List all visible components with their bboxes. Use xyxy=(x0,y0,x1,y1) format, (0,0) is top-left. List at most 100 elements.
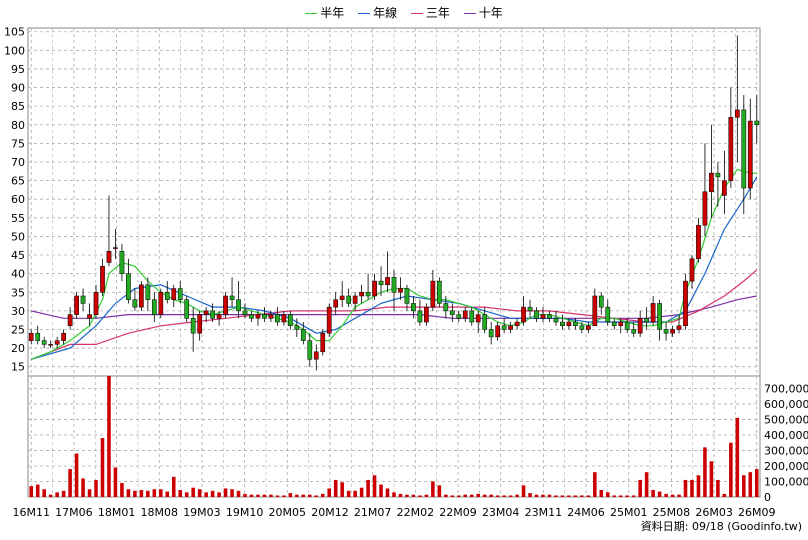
candle-up xyxy=(197,314,203,334)
candle-up xyxy=(223,295,228,315)
volume-bar xyxy=(314,495,319,497)
x-tick-label: 21M07 xyxy=(354,506,392,519)
candle-down xyxy=(184,299,190,319)
candle-down xyxy=(573,321,578,327)
candle-up xyxy=(255,314,261,319)
volume-bar xyxy=(197,489,202,497)
volume-bar xyxy=(625,495,629,497)
candle-up xyxy=(462,310,468,319)
volume-bar xyxy=(605,492,610,497)
legend-item-three-year: 三年 xyxy=(410,4,450,21)
candle-up xyxy=(113,247,118,249)
candle-up xyxy=(696,225,701,260)
volume-bar xyxy=(677,494,681,497)
legend-label: 十年 xyxy=(478,6,503,20)
volume-bar xyxy=(152,489,157,497)
candle-down xyxy=(598,295,604,308)
candle-up xyxy=(216,314,222,319)
candle-down xyxy=(236,299,241,312)
candle-down xyxy=(262,314,267,319)
volume-bar xyxy=(133,490,137,497)
volume-bar xyxy=(418,495,422,497)
candle-down xyxy=(436,280,442,304)
candle-up xyxy=(747,120,753,189)
volume-bar xyxy=(735,417,740,497)
volume-bar xyxy=(515,494,519,497)
price-tick-label: 80 xyxy=(11,119,25,132)
candle-down xyxy=(482,314,488,330)
candle-down xyxy=(126,273,131,300)
volume-bar xyxy=(508,495,513,497)
candle-down xyxy=(754,120,760,126)
candle-down xyxy=(411,303,416,312)
candle-down xyxy=(35,332,41,341)
candle-up xyxy=(592,295,598,327)
volume-bar xyxy=(411,494,416,497)
candle-down xyxy=(80,295,86,304)
data-date-source: 資料日期: 09/18 (Goodinfo.tw) xyxy=(640,520,802,533)
volume-bar xyxy=(210,490,215,497)
volume-bar xyxy=(100,438,105,497)
volume-bar xyxy=(567,495,571,497)
volume-bar xyxy=(191,487,195,497)
x-tick-label: 25M01 xyxy=(610,506,648,519)
candle-up xyxy=(734,109,740,118)
candle-down xyxy=(624,321,630,330)
price-tick-label: 105 xyxy=(4,26,25,39)
volume-bar xyxy=(353,490,357,497)
price-tick-label: 95 xyxy=(11,63,25,76)
volume-bar xyxy=(262,494,267,497)
axes: 16M11 17M06 18M01 18M08 19M03 19M10 20M05 20M12… xyxy=(4,26,808,519)
grid xyxy=(27,27,761,498)
candle-up xyxy=(333,299,339,308)
candle-up xyxy=(585,325,591,330)
volume-bar xyxy=(359,487,364,497)
x-tick-label: 26M03 xyxy=(695,506,733,519)
volume-bar xyxy=(249,494,254,497)
price-tick-label: 30 xyxy=(11,305,25,318)
volume-bar xyxy=(55,492,59,497)
volume-bars xyxy=(29,376,759,497)
volume-bar xyxy=(243,493,247,497)
candle-down xyxy=(579,325,585,330)
volume-bar xyxy=(456,495,461,497)
candle-up xyxy=(139,284,144,308)
volume-bar xyxy=(333,479,338,497)
volume-bar xyxy=(94,479,98,497)
volume-bar xyxy=(450,495,455,497)
candle-up xyxy=(508,325,513,330)
candle-up xyxy=(93,292,99,315)
candle-up xyxy=(87,314,92,319)
volume-bar xyxy=(346,490,351,497)
price-tick-label: 35 xyxy=(11,286,25,299)
candle-up xyxy=(676,325,682,330)
volume-bar xyxy=(68,469,72,497)
candle-down xyxy=(715,172,721,178)
volume-bar xyxy=(288,493,293,497)
volume-bar xyxy=(534,494,539,497)
candle-down xyxy=(229,295,235,300)
volume-bar xyxy=(139,490,144,497)
candle-down xyxy=(378,280,384,286)
volume-bar xyxy=(61,490,66,497)
volume-bar xyxy=(230,489,234,497)
volume-bar xyxy=(573,495,578,497)
volume-bar xyxy=(476,493,480,497)
candle-down xyxy=(663,329,669,334)
chart-legend: 半年 年線 三年 十年 xyxy=(0,4,808,21)
volume-bar xyxy=(748,472,753,497)
volume-bar xyxy=(42,489,46,497)
candle-up xyxy=(566,321,572,327)
volume-bar xyxy=(256,494,260,497)
candle-down xyxy=(249,314,254,319)
candle-down xyxy=(145,284,151,300)
volume-bar xyxy=(48,494,53,497)
legend-label: 半年 xyxy=(320,6,345,20)
volume-tick-label: 700,000 xyxy=(764,382,808,395)
price-tick-label: 90 xyxy=(11,82,25,95)
candle-down xyxy=(287,314,293,327)
price-tick-label: 100 xyxy=(4,44,25,57)
candle-up xyxy=(359,292,364,297)
volume-bar xyxy=(709,461,714,497)
legend-label: 三年 xyxy=(425,6,450,20)
